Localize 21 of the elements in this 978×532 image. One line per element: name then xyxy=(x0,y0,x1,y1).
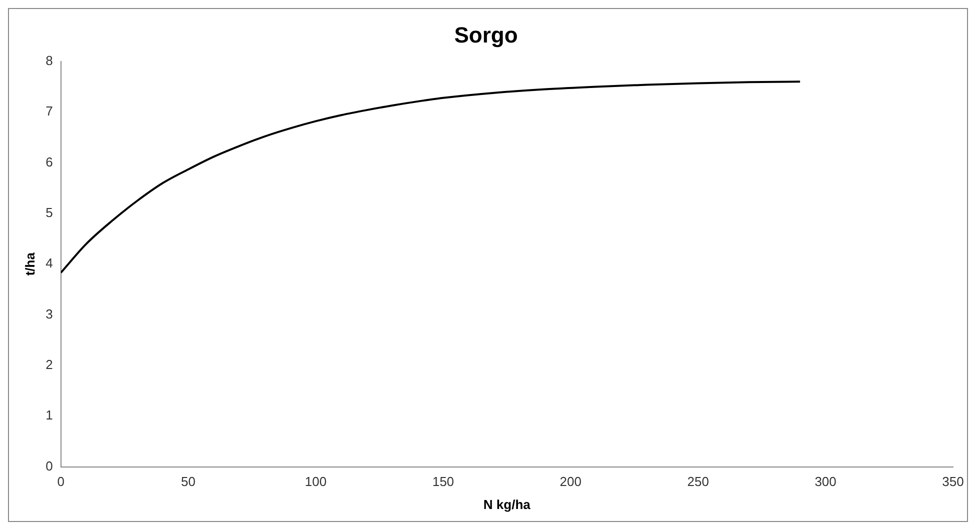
y-axis-title: t/ha xyxy=(22,252,38,276)
x-tick-label: 250 xyxy=(687,474,709,490)
y-tick-label: 7 xyxy=(46,104,53,119)
y-tick-label: 3 xyxy=(46,306,53,322)
y-tick-label: 5 xyxy=(46,205,53,220)
x-tick-label: 300 xyxy=(814,474,836,490)
x-tick-label: 350 xyxy=(942,474,964,490)
y-tick-label: 4 xyxy=(46,256,53,271)
y-tick-label: 8 xyxy=(46,52,53,68)
x-tick-label: 50 xyxy=(181,474,196,490)
x-tick-label: 0 xyxy=(57,474,64,490)
x-tick-label: 200 xyxy=(560,474,582,490)
x-tick-label: 100 xyxy=(304,474,327,490)
x-tick-label: 150 xyxy=(432,474,454,490)
y-tick-label: 0 xyxy=(46,458,53,474)
y-tick-label: 1 xyxy=(46,408,53,423)
chart-title: Sorgo xyxy=(454,22,518,48)
y-tick-label: 2 xyxy=(46,357,53,372)
x-axis-title: N kg/ha xyxy=(483,496,532,512)
line-series xyxy=(60,80,802,274)
y-tick-label: 6 xyxy=(46,154,53,170)
